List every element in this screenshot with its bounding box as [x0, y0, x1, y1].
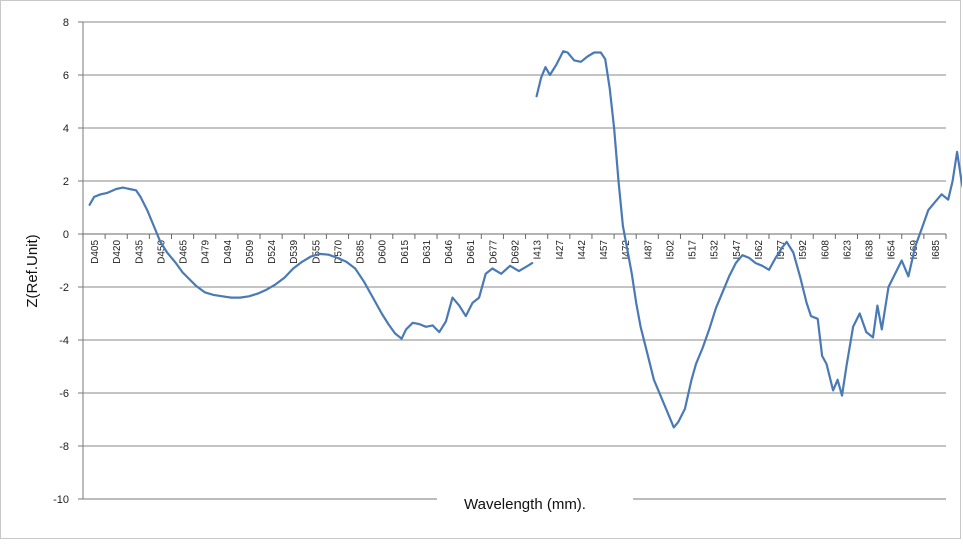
x-tick-label: I654 [887, 240, 898, 260]
x-tick-label: D555 [311, 240, 322, 264]
y-tick-label: 4 [63, 123, 69, 135]
y-tick-label: -4 [59, 335, 69, 347]
x-tick-label: I517 [688, 240, 699, 260]
x-axis-title: Wavelength (mm). [464, 496, 586, 513]
x-axis-title-background [437, 489, 633, 515]
y-tick-label: 0 [63, 229, 69, 241]
y-tick-label: -10 [53, 494, 69, 506]
y-tick-label: -6 [59, 388, 69, 400]
x-tick-labels: D405 D420 D435 D450 D465 D479 D494 D509 D524 D539… [90, 240, 942, 264]
x-tick-label: D494 [223, 240, 234, 264]
x-tick-label: I457 [599, 240, 610, 260]
x-tick-label: D600 [378, 240, 389, 264]
x-tick-label: D646 [444, 240, 455, 264]
x-tick-label: D420 [112, 240, 123, 264]
x-tick-label: I413 [533, 240, 544, 260]
x-tick-label: I623 [842, 240, 853, 260]
x-tick-label: I427 [555, 240, 566, 260]
y-tick-label: 8 [63, 17, 69, 29]
x-tick-label: I502 [665, 240, 676, 260]
x-tick-label: D524 [267, 240, 278, 264]
x-tick-label: D450 [156, 240, 167, 264]
x-tick-label: D661 [466, 240, 477, 264]
y-tick-label: 2 [63, 176, 69, 188]
x-tick-label: D615 [400, 240, 411, 264]
x-tick-label: D509 [245, 240, 256, 264]
x-tick-label: D692 [511, 240, 522, 264]
y-tick-label: -8 [59, 441, 69, 453]
x-tick-label: D435 [134, 240, 145, 264]
x-tick-label: D479 [201, 240, 212, 264]
x-tick-label: D465 [179, 240, 190, 264]
x-tick-label: I638 [865, 240, 876, 260]
x-tick-label: D539 [289, 240, 300, 264]
gridlines [83, 21, 946, 447]
x-tick-label: I487 [643, 240, 654, 260]
x-tick-label: D405 [90, 240, 101, 264]
y-tick-label: -2 [59, 282, 69, 294]
x-tick-label: D677 [488, 240, 499, 264]
x-tick-label: I547 [732, 240, 743, 260]
series-lines [88, 50, 963, 429]
x-tick-label: I562 [754, 240, 765, 260]
x-tick-label: D631 [422, 240, 433, 264]
x-tick-label: I442 [577, 240, 588, 260]
y-tick-labels: -10 -8 -6 -4 -2 0 2 4 6 8 [53, 17, 69, 506]
x-tick-label: I532 [710, 240, 721, 260]
y-axis-title: Z(Ref.Unit) [24, 234, 41, 307]
axis-titles: Wavelength (mm). Z(Ref.Unit) [24, 234, 633, 515]
x-tick-label: I608 [820, 240, 831, 260]
series-line [535, 50, 963, 429]
x-tick-label: I592 [798, 240, 809, 260]
x-tick-label: D585 [356, 240, 367, 264]
x-tick-label: I685 [931, 240, 942, 260]
y-tick-label: 6 [63, 70, 69, 82]
x-tick-label: D570 [333, 240, 344, 264]
series-line [88, 186, 534, 340]
